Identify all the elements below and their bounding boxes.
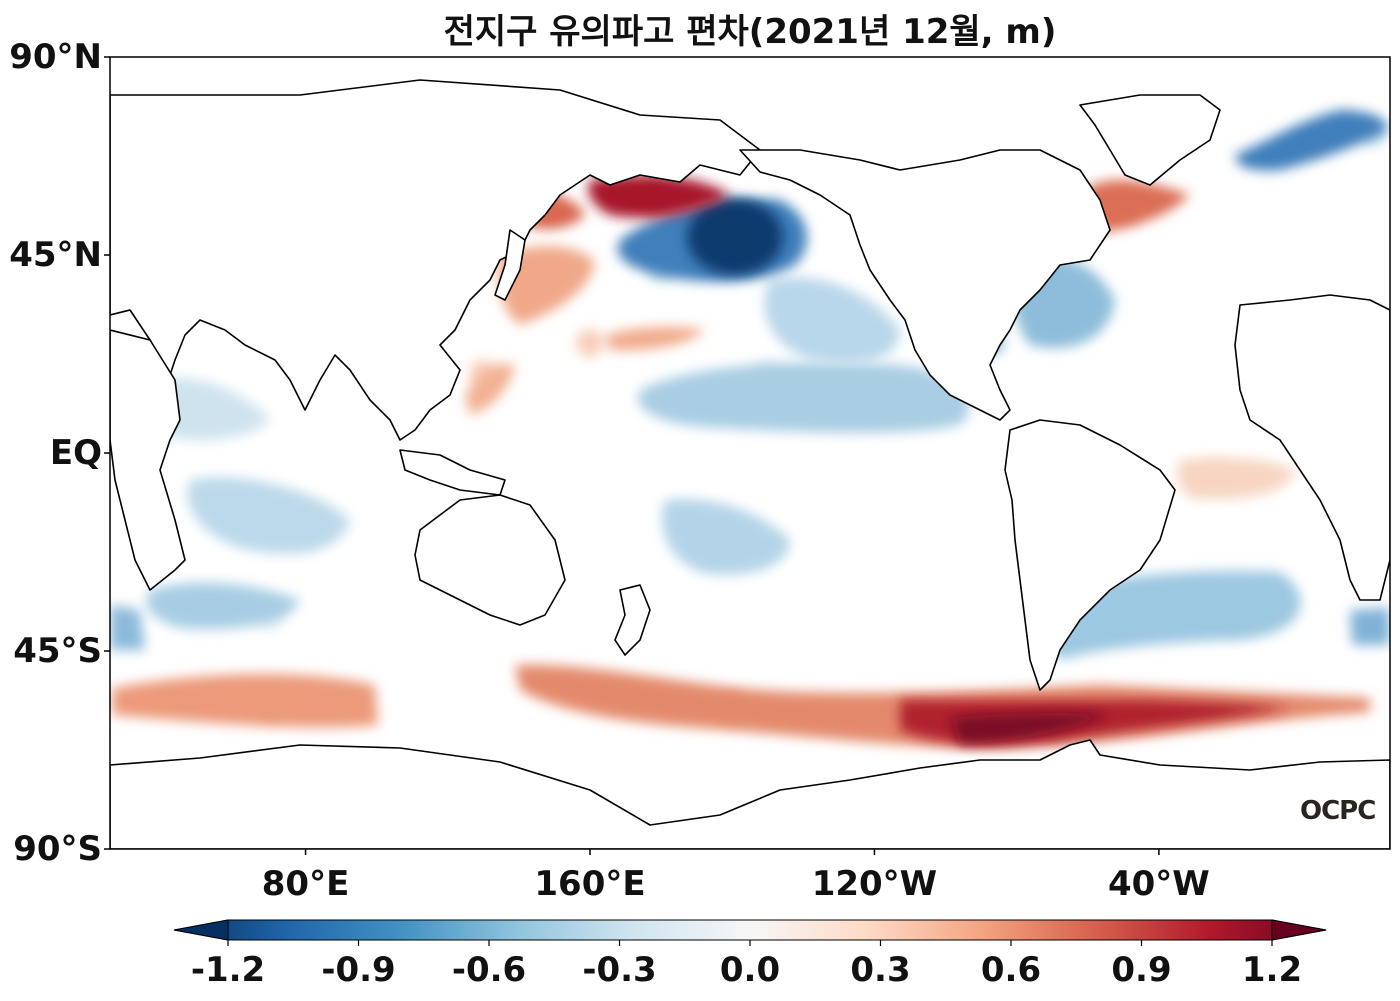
central-north-pacific-positive bbox=[605, 326, 705, 351]
south-america-landmass bbox=[1004, 419, 1176, 691]
greenland-landmass bbox=[1079, 94, 1221, 186]
drake-passage-core bbox=[950, 713, 1110, 744]
lon-label-2: 120°W bbox=[811, 864, 938, 904]
japan-islands bbox=[494, 229, 526, 301]
colorbar-extend-max bbox=[1271, 919, 1327, 941]
south-west-indian-negative bbox=[110, 605, 145, 650]
antarctica-landmass bbox=[110, 739, 1390, 849]
coastlines bbox=[110, 79, 1390, 849]
colorbar-label-5: 0.3 bbox=[850, 950, 911, 990]
colorbar-label-6: 0.6 bbox=[980, 950, 1042, 990]
new-zealand-landmass bbox=[614, 584, 651, 656]
south-pacific-negative bbox=[661, 499, 790, 575]
lon-label-0: 80°E bbox=[261, 864, 350, 904]
colorbar-label-7: 0.9 bbox=[1111, 950, 1172, 990]
anomaly-marker-central-north-pacific-positive bbox=[576, 329, 604, 357]
northeast-pacific-negative bbox=[764, 277, 900, 364]
tropical-atlantic-positive bbox=[1177, 457, 1295, 500]
north-pacific-negative-core bbox=[687, 199, 783, 275]
eurasia-landmass bbox=[110, 79, 761, 441]
colorbar-bar bbox=[173, 919, 1327, 941]
colorbar-label-1: -0.9 bbox=[321, 950, 396, 990]
maritime-continent-islands bbox=[399, 449, 506, 496]
lat-label-2: EQ bbox=[49, 433, 102, 473]
east-pacific-negative bbox=[638, 362, 970, 433]
barents-sea-negative bbox=[1235, 110, 1388, 171]
colorbar bbox=[173, 919, 1327, 946]
southern-ocean-positive-band bbox=[112, 673, 378, 728]
bering-sea-positive bbox=[588, 175, 730, 218]
lat-label-0: 90°N bbox=[9, 37, 102, 77]
colorbar-extend-min bbox=[173, 919, 229, 941]
colorbar-label-4: 0.0 bbox=[719, 950, 781, 990]
lat-label-4: 90°S bbox=[13, 829, 102, 869]
australia-landmass bbox=[414, 494, 566, 626]
lon-label-3: 40°W bbox=[1107, 864, 1210, 904]
lat-label-1: 45°N bbox=[9, 235, 102, 275]
colorbar-label-8: 1.2 bbox=[1241, 950, 1303, 990]
northwest-pacific-positive bbox=[498, 246, 595, 325]
colorbar-label-2: -0.6 bbox=[451, 950, 527, 990]
colorbar-label-3: -0.3 bbox=[582, 950, 657, 990]
africa-east-landmass bbox=[1234, 294, 1390, 601]
south-indian-negative-band bbox=[146, 582, 300, 630]
africa-landmass bbox=[110, 329, 186, 591]
colorbar-label-0: -1.2 bbox=[190, 950, 266, 990]
lat-label-3: 45°S bbox=[13, 631, 102, 671]
indian-ocean-negative bbox=[187, 477, 350, 554]
colorbar-ticks bbox=[227, 940, 1273, 946]
philippine-sea-positive bbox=[465, 363, 515, 415]
south-east-atlantic-negative bbox=[1350, 608, 1390, 645]
axis-ticks bbox=[104, 56, 1160, 855]
map-title: 전지구 유의파고 편차(2021년 12월, m) bbox=[443, 12, 1057, 52]
labrador-sea-positive bbox=[1083, 180, 1190, 232]
north-america-landmass bbox=[739, 149, 1111, 421]
ocpc-watermark: OCPC bbox=[1300, 796, 1376, 826]
lon-label-1: 160°E bbox=[534, 864, 646, 904]
